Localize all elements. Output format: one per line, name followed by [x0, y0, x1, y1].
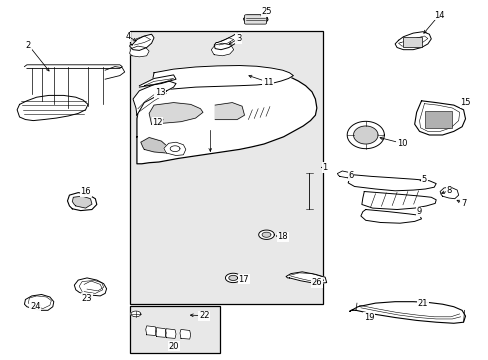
Text: 18: 18	[277, 233, 287, 241]
Polygon shape	[24, 65, 122, 68]
Bar	[129, 31, 322, 304]
Text: 6: 6	[348, 171, 353, 180]
Text: 26: 26	[311, 278, 322, 287]
Polygon shape	[215, 103, 244, 120]
Polygon shape	[439, 187, 458, 199]
Text: 4: 4	[125, 32, 130, 41]
Bar	[403, 37, 421, 47]
Polygon shape	[360, 210, 421, 223]
Polygon shape	[349, 302, 465, 323]
Polygon shape	[137, 72, 316, 164]
Polygon shape	[149, 103, 203, 124]
Text: 19: 19	[363, 313, 374, 322]
Polygon shape	[262, 232, 270, 237]
Polygon shape	[129, 34, 154, 50]
Polygon shape	[180, 329, 190, 339]
Text: 12: 12	[152, 118, 163, 127]
Bar	[425, 111, 451, 128]
Polygon shape	[67, 193, 97, 211]
Polygon shape	[163, 142, 185, 156]
Text: 16: 16	[80, 187, 91, 196]
Text: 23: 23	[81, 294, 92, 302]
FancyBboxPatch shape	[244, 15, 266, 24]
Polygon shape	[74, 278, 106, 296]
Polygon shape	[133, 81, 176, 115]
Polygon shape	[243, 15, 267, 23]
Polygon shape	[285, 272, 326, 284]
Text: 8: 8	[446, 186, 450, 195]
Text: 3: 3	[236, 34, 241, 43]
Polygon shape	[258, 230, 274, 239]
Text: 24: 24	[30, 302, 41, 311]
Polygon shape	[141, 138, 168, 153]
Text: 20: 20	[168, 342, 179, 351]
Polygon shape	[394, 32, 430, 50]
Polygon shape	[131, 311, 141, 317]
Text: 2: 2	[26, 40, 31, 49]
Polygon shape	[105, 67, 124, 79]
Polygon shape	[145, 326, 156, 336]
Polygon shape	[414, 101, 465, 135]
Polygon shape	[214, 33, 238, 50]
Polygon shape	[129, 46, 149, 57]
Polygon shape	[17, 95, 88, 121]
Polygon shape	[361, 192, 435, 210]
Polygon shape	[149, 66, 293, 91]
Polygon shape	[337, 171, 351, 178]
Text: 10: 10	[396, 139, 407, 148]
Text: 13: 13	[155, 88, 165, 97]
Text: 9: 9	[416, 207, 421, 216]
Polygon shape	[24, 294, 54, 310]
Polygon shape	[353, 126, 377, 144]
Text: 25: 25	[261, 7, 271, 16]
Polygon shape	[228, 275, 237, 280]
Polygon shape	[165, 329, 176, 338]
Text: 14: 14	[433, 10, 444, 19]
Polygon shape	[346, 121, 384, 149]
Text: 11: 11	[262, 77, 273, 86]
Polygon shape	[211, 43, 233, 56]
Polygon shape	[139, 75, 176, 87]
Text: 7: 7	[460, 199, 465, 208]
Text: 5: 5	[421, 175, 426, 184]
Text: 22: 22	[199, 311, 209, 320]
Polygon shape	[347, 175, 435, 191]
Text: 21: 21	[417, 299, 427, 307]
Bar	[129, 306, 220, 353]
Polygon shape	[72, 196, 92, 208]
Text: 1: 1	[322, 163, 327, 172]
Polygon shape	[225, 273, 241, 283]
Text: 17: 17	[238, 274, 248, 284]
Polygon shape	[170, 146, 180, 152]
Polygon shape	[155, 328, 166, 337]
Text: 15: 15	[459, 98, 470, 107]
